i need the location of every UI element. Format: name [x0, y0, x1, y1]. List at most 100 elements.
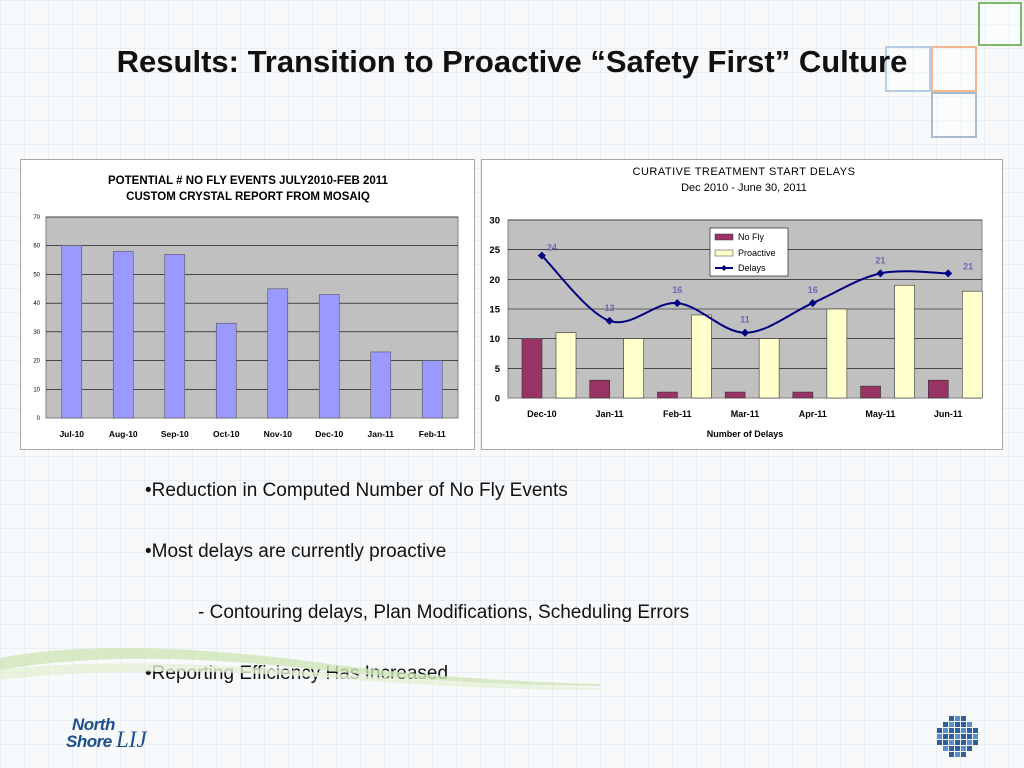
chart2-legend-label-no-fly: No Fly [738, 232, 765, 242]
chart2-y-tick-label: 5 [495, 364, 501, 375]
chart2-delays-marker [741, 328, 749, 337]
chart2-y-tick-label: 30 [489, 216, 500, 227]
chart1-bar [267, 288, 289, 419]
chart1-y-tick-label: 30 [33, 330, 40, 336]
chart1-x-tick-label: Aug-10 [109, 429, 138, 439]
chart2-bar-no-fly [860, 385, 881, 399]
grid-logo-cell [955, 734, 960, 739]
chart2-x-tick-label: Dec-10 [527, 409, 557, 419]
grid-logo-cell [961, 722, 966, 727]
decorative-swoosh [0, 647, 600, 690]
chart2-legend-swatch-proactive [714, 249, 734, 257]
grid-logo-cell [967, 728, 972, 733]
chart2-y-tick-label: 25 [489, 245, 500, 256]
grid-logo-cell [949, 752, 954, 757]
chart2-bar-no-fly [589, 379, 611, 399]
chart2-data-label: 16 [672, 285, 682, 295]
chart2-bar-proactive [555, 332, 577, 399]
grid-logo-cell [967, 722, 972, 727]
chart2-delays-marker [605, 316, 614, 325]
chart2-legend-marker-delays [721, 265, 727, 271]
chart1-bar [164, 254, 186, 419]
chart1-y-tick-label: 60 [33, 244, 40, 250]
grid-logo-cell [961, 716, 966, 721]
chart1-x-tick-label: Dec-10 [315, 429, 343, 439]
grid-logo-cell [943, 746, 948, 751]
grid-logo-cell [973, 734, 978, 739]
chart2-bar-proactive [691, 314, 712, 399]
chart2-x-tick-label: Feb-11 [663, 409, 692, 419]
bullet-delays-proactive: •Most delays are currently proactive [145, 541, 447, 562]
grid-logo-cell [949, 734, 954, 739]
grid-logo-cell [961, 746, 966, 751]
chart2-data-label: 24 [547, 243, 557, 253]
chart2-delays-marker [944, 269, 953, 278]
chart2-title: CURATIVE TREATMENT START DELAYS [633, 166, 856, 178]
grid-logo-cell [943, 722, 948, 727]
north-shore-lij-logo: North Shore LIJ [66, 715, 166, 755]
chart2-data-label: 21 [875, 255, 885, 265]
chart2-y-tick-label: 0 [495, 394, 500, 405]
chart2-x-axis-label: Number of Delays [707, 429, 784, 439]
decorative-square-gray [931, 92, 977, 138]
chart2-x-tick-label: Mar-11 [731, 409, 760, 419]
grid-logo-cell [967, 746, 972, 751]
chart1-bar [421, 360, 443, 419]
chart2-bar-proactive [758, 338, 780, 399]
grid-logo-cell [955, 716, 960, 721]
grid-logo-cell [943, 740, 948, 745]
chart1-y-tick-label: 0 [37, 416, 41, 422]
chart2-bar-no-fly [792, 391, 814, 399]
chart1-subtitle: CUSTOM CRYSTAL REPORT FROM MOSAIQ [126, 191, 370, 203]
chart2-x-tick-label: Apr-11 [799, 409, 827, 419]
chart2-subtitle: Dec 2010 - June 30, 2011 [681, 182, 807, 194]
grid-logo-cell [973, 740, 978, 745]
grid-logo-cell [961, 734, 966, 739]
chart1-title: POTENTIAL # NO FLY EVENTS JULY2010-FEB 2… [108, 175, 389, 187]
grid-logo-cell [937, 734, 942, 739]
grid-logo-cell [949, 746, 954, 751]
chart2-bar-no-fly [657, 391, 678, 399]
chart1-bar [61, 245, 83, 419]
grid-logo-cell [955, 746, 960, 751]
chart2-y-tick-label: 20 [489, 275, 500, 286]
chart2-delays-marker [876, 269, 885, 278]
chart2-y-tick-label: 10 [489, 334, 500, 345]
chart2-legend-swatch-no-fly [714, 233, 734, 241]
no-fly-events-chart: POTENTIAL # NO FLY EVENTS JULY2010-FEB 2… [33, 175, 459, 439]
chart1-x-tick-label: Jul-10 [59, 429, 84, 439]
grid-logo-cell [973, 728, 978, 733]
no-fly-events-chart-panel: POTENTIAL # NO FLY EVENTS JULY2010-FEB 2… [20, 159, 475, 450]
chart1-bar [112, 251, 134, 419]
chart2-data-label: 16 [808, 285, 818, 295]
grid-logo-cell [937, 740, 942, 745]
grid-logo-cell [967, 740, 972, 745]
grid-logo-cell [949, 740, 954, 745]
chart2-data-label: 21 [963, 261, 973, 271]
decorative-square-green [978, 2, 1022, 46]
chart2-legend: No Fly Proactive Delays [709, 227, 789, 277]
grid-logo-cell [949, 716, 954, 721]
grid-logo-cell [943, 728, 948, 733]
chart1-y-tick-label: 70 [33, 215, 40, 221]
grid-logo-cell [961, 728, 966, 733]
chart2-x-tick-label: Jan-11 [596, 409, 624, 419]
chart2-delays-marker [673, 299, 682, 308]
chart2-x-tick-label: May-11 [865, 409, 895, 419]
bullet-delay-types: - Contouring delays, Plan Modifications,… [198, 602, 690, 623]
chart1-y-tick-label: 40 [33, 301, 40, 307]
chart1-y-tick-label: 50 [33, 272, 40, 278]
chart1-y-tick-label: 20 [33, 359, 40, 365]
treatment-delays-chart-panel: CURATIVE TREATMENT START DELAYS Dec 2010 … [481, 159, 1003, 450]
chart2-bar-no-fly [724, 391, 746, 399]
chart1-x-tick-label: Sep-10 [161, 429, 189, 439]
bullet-reduction: •Reduction in Computed Number of No Fly … [145, 480, 568, 501]
chart2-data-label: 11 [740, 315, 750, 325]
chart1-x-tick-label: Nov-10 [264, 429, 293, 439]
grid-logo-cell [955, 728, 960, 733]
grid-logo-cell [949, 728, 954, 733]
chart2-bar-proactive [894, 284, 915, 399]
chart1-bar [318, 294, 340, 419]
chart1-bar [215, 322, 237, 419]
chart2-delays-marker [808, 299, 817, 308]
